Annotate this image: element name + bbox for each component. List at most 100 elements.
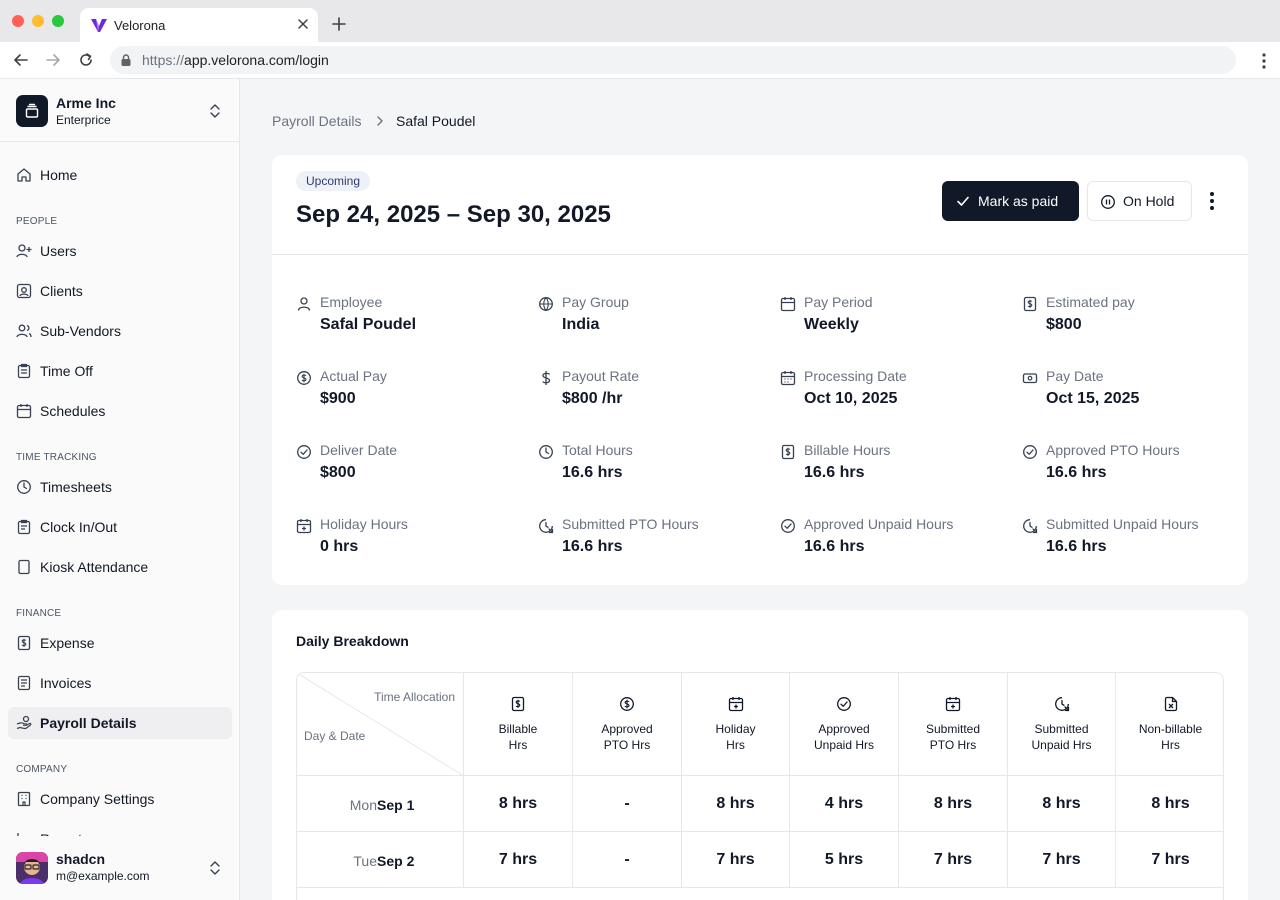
on-hold-button[interactable]: On Hold xyxy=(1087,181,1192,221)
field-label: Pay Date xyxy=(1046,368,1104,384)
clock-icon xyxy=(538,444,554,460)
new-tab-icon[interactable] xyxy=(331,16,347,32)
section-company: COMPANY xyxy=(16,764,68,775)
user-name: shadcn xyxy=(56,851,106,867)
field-label: Pay Period xyxy=(804,294,873,310)
field-label: Estimated pay xyxy=(1046,294,1135,310)
dollar-icon xyxy=(538,370,554,386)
check-circle-icon xyxy=(836,696,852,712)
row-day: Tue xyxy=(353,853,377,869)
browser-menu-icon[interactable] xyxy=(1262,53,1266,69)
sidebar-item-clients[interactable]: Clients xyxy=(8,275,232,307)
field-approved-unpaid-hours: Approved Unpaid Hours 16.6 hrs xyxy=(780,516,1000,566)
column-header-label: Approved Unpaid Hrs xyxy=(813,722,875,752)
calendar-plus-icon xyxy=(296,518,312,534)
url-text: https://app.velorona.com/login xyxy=(142,52,329,68)
table-cell: - xyxy=(573,776,682,832)
sidebar-item-label: Payroll Details xyxy=(40,715,137,731)
mark-as-paid-button[interactable]: Mark as paid xyxy=(942,181,1079,221)
on-hold-label: On Hold xyxy=(1123,193,1175,209)
sidebar-item-label: Kiosk Attendance xyxy=(40,559,149,575)
table-cell: 7 hrs xyxy=(682,832,790,888)
forward-arrow-icon[interactable] xyxy=(45,52,61,68)
field-value: Safal Poudel xyxy=(320,316,417,333)
receipt-dollar-icon xyxy=(510,696,526,712)
field-value: 16.6 hrs xyxy=(1046,464,1107,481)
sidebar-item-payroll-details[interactable]: Payroll Details xyxy=(8,707,232,739)
browser-tab-bar: Velorona xyxy=(0,0,1280,42)
clock-arrow-icon xyxy=(1054,696,1070,712)
table-cell: 5 hrs xyxy=(790,832,899,888)
table-cell: 7 hrs xyxy=(899,832,1008,888)
back-arrow-icon[interactable] xyxy=(13,52,29,68)
receipt-dollar-icon xyxy=(780,444,796,460)
table-cell: 8 hrs xyxy=(464,776,573,832)
chevrons-up-down-icon xyxy=(208,860,222,876)
home-icon xyxy=(16,167,32,183)
breadcrumb-parent-link[interactable]: Payroll Details xyxy=(272,113,362,129)
field-label: Employee xyxy=(320,294,383,310)
window-close-button[interactable] xyxy=(12,15,24,27)
more-vertical-icon xyxy=(1210,192,1214,210)
field-payout-rate: Payout Rate $800 /hr xyxy=(538,368,758,418)
sidebar-item-label: Sub-Vendors xyxy=(40,323,121,339)
sidebar-item-expense[interactable]: Expense xyxy=(8,627,232,659)
table-cell: 7 hrs xyxy=(1116,832,1223,888)
field-deliver-date: Deliver Date $800 xyxy=(296,442,516,492)
calendar-plus-icon xyxy=(945,696,961,712)
window-minimize-button[interactable] xyxy=(32,15,44,27)
user-plus-icon xyxy=(16,243,32,259)
field-submitted-pto-hours: Submitted PTO Hours 16.6 hrs xyxy=(538,516,758,566)
banknote-icon xyxy=(1022,370,1038,386)
field-billable-hours: Billable Hours 16.6 hrs xyxy=(780,442,1000,492)
sidebar-item-clock-in-out[interactable]: Clock In/Out xyxy=(8,511,232,543)
close-tab-icon[interactable] xyxy=(296,17,310,31)
browser-tab[interactable]: Velorona xyxy=(80,8,318,42)
table-cell: 8 hrs xyxy=(682,776,790,832)
table-cell: 7 hrs xyxy=(464,832,573,888)
table-cell: 8 hrs xyxy=(899,776,1008,832)
sidebar-item-company-settings[interactable]: Company Settings xyxy=(8,783,232,815)
field-label: Approved PTO Hours xyxy=(1046,442,1180,458)
user-menu[interactable]: shadcn m@example.com xyxy=(0,836,239,900)
column-header-label: Submitted PTO Hrs xyxy=(925,722,981,752)
sidebar-divider xyxy=(0,141,239,142)
sidebar-item-home[interactable]: Home xyxy=(8,159,232,191)
sidebar-item-time-off[interactable]: Time Off xyxy=(8,355,232,387)
field-label: Total Hours xyxy=(562,442,633,458)
sidebar-item-sub-vendors[interactable]: Sub-Vendors xyxy=(8,315,232,347)
tablet-icon xyxy=(16,559,32,575)
section-time-tracking: TIME TRACKING xyxy=(16,452,97,463)
column-header-label: Approved PTO Hrs xyxy=(601,722,653,752)
field-value: 16.6 hrs xyxy=(1046,538,1107,555)
card-divider xyxy=(272,254,1248,255)
sidebar-item-label: Expense xyxy=(40,635,95,651)
velorona-logo-icon xyxy=(90,17,108,33)
field-value: 0 hrs xyxy=(320,538,359,555)
field-estimated-pay: Estimated pay $800 xyxy=(1022,294,1242,344)
sidebar-item-timesheets[interactable]: Timesheets xyxy=(8,471,232,503)
table-cell: 7 hrs xyxy=(1008,832,1116,888)
sidebar-item-kiosk-attendance[interactable]: Kiosk Attendance xyxy=(8,551,232,583)
window-maximize-button[interactable] xyxy=(52,15,64,27)
org-switcher[interactable]: Arme Inc Enterprice xyxy=(16,95,224,127)
sidebar-item-users[interactable]: Users xyxy=(8,235,232,267)
daily-breakdown-card: Daily Breakdown Time Allocation Day & Da… xyxy=(272,610,1248,900)
field-approved-pto-hours: Approved PTO Hours 16.6 hrs xyxy=(1022,442,1242,492)
chevrons-up-down-icon xyxy=(208,103,222,119)
address-bar[interactable]: https://app.velorona.com/login xyxy=(110,46,1236,74)
sidebar-item-label: Schedules xyxy=(40,403,106,419)
browser-toolbar: https://app.velorona.com/login xyxy=(0,42,1280,79)
tab-title: Velorona xyxy=(114,18,166,33)
sidebar-item-invoices[interactable]: Invoices xyxy=(8,667,232,699)
column-header-approved-pto: Approved PTO Hrs xyxy=(573,673,682,776)
section-people: PEOPLE xyxy=(16,216,58,227)
sidebar-item-label: Invoices xyxy=(40,675,92,691)
table-cell: - xyxy=(573,832,682,888)
field-label: Submitted Unpaid Hours xyxy=(1046,516,1199,532)
sidebar-item-schedules[interactable]: Schedules xyxy=(8,395,232,427)
column-header-label: Submitted Unpaid Hrs xyxy=(1031,722,1092,752)
reload-icon[interactable] xyxy=(78,52,94,68)
field-value: 16.6 hrs xyxy=(804,538,865,555)
more-options-button[interactable] xyxy=(1200,188,1224,214)
